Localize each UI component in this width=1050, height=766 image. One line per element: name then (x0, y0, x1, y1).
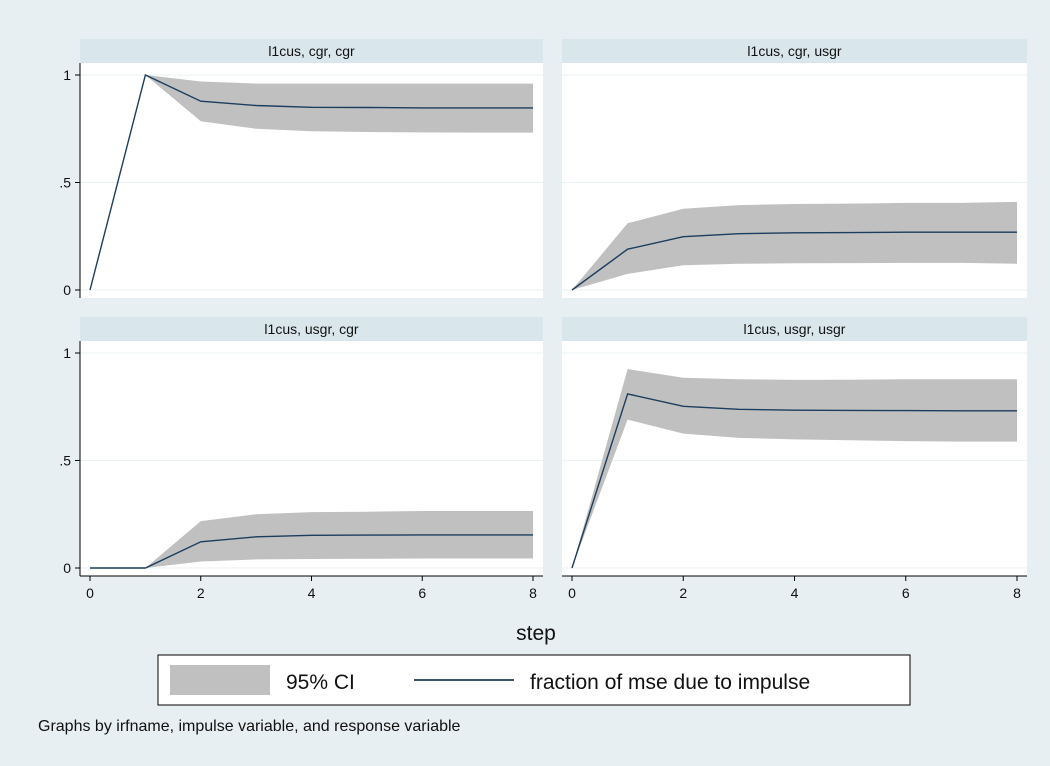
panel-header (80, 317, 543, 341)
x-tick-label: 2 (679, 585, 687, 601)
y-tick-label: .5 (59, 175, 71, 191)
legend-swatch-ci (170, 665, 270, 695)
panel-title: l1cus, usgr, usgr (744, 321, 846, 337)
series-line (571, 393, 1017, 569)
ci-band (572, 201, 1017, 290)
x-tick-label: 0 (568, 585, 576, 601)
series-line (89, 74, 533, 291)
legend-label-line: fraction of mse due to impulse (530, 671, 810, 694)
ci-band (90, 75, 533, 290)
panel-4: l1cus, usgr, usgr 0 2 4 6 8 (562, 317, 1027, 601)
panel-title: l1cus, usgr, cgr (264, 321, 358, 337)
y-tick-label: 1 (63, 67, 71, 83)
x-tick-label: 4 (308, 585, 316, 601)
x-axis-title: step (516, 622, 556, 645)
x-tick-label: 8 (1013, 585, 1021, 601)
panel-header (80, 39, 543, 63)
panel-3: l1cus, usgr, cgr 0 .5 1 0 2 4 6 8 (59, 317, 543, 601)
x-tick-label: 4 (791, 585, 799, 601)
graph-note: Graphs by irfname, impulse variable, and… (38, 718, 461, 735)
x-tick-label: 6 (902, 585, 910, 601)
ci-band (90, 511, 533, 568)
panel-2: l1cus, cgr, usgr (562, 39, 1027, 298)
y-tick-label: 0 (63, 560, 71, 576)
series-line (571, 231, 1017, 291)
x-tick-label: 8 (529, 585, 537, 601)
legend: 95% CI fraction of mse due to impulse (157, 654, 911, 706)
series-line (90, 534, 533, 569)
x-tick-label: 2 (197, 585, 205, 601)
ci-band (572, 369, 1017, 568)
legend-label-ci: 95% CI (286, 671, 355, 694)
panel-1: l1cus, cgr, cgr 0 .5 1 (59, 39, 543, 298)
panel-header (562, 39, 1027, 63)
panel-header (562, 317, 1027, 341)
panel-title: l1cus, cgr, usgr (747, 43, 841, 59)
y-tick-label: .5 (59, 453, 71, 469)
x-tick-label: 6 (418, 585, 426, 601)
x-tick-label: 0 (86, 585, 94, 601)
y-tick-label: 1 (63, 345, 71, 361)
y-tick-label: 0 (63, 282, 71, 298)
panel-title: l1cus, cgr, cgr (268, 43, 355, 59)
legend-box (157, 654, 911, 706)
